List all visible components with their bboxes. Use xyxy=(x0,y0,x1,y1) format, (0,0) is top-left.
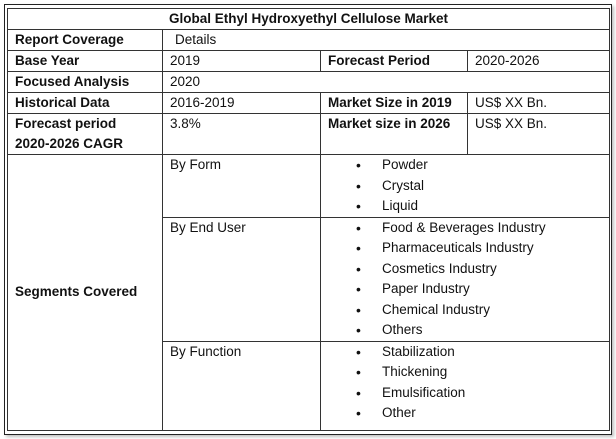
historical-data-label: Historical Data xyxy=(7,92,163,114)
by-end-user-label: By End User xyxy=(162,216,321,342)
list-item: Pharmaceuticals Industry xyxy=(356,238,602,259)
forecast-period-label: Forecast Period xyxy=(320,50,468,72)
forecast-period-value: 2020-2026 xyxy=(466,50,611,72)
list-item: Chemical Industry xyxy=(356,300,602,321)
segments-covered-label: Segments Covered xyxy=(7,154,163,431)
focused-analysis-value: 2020 xyxy=(161,71,611,93)
list-item: Others xyxy=(356,320,602,341)
list-item: Emulsification xyxy=(356,383,602,404)
forecast-cagr-value: 3.8% xyxy=(162,113,321,155)
report-coverage-label: Report Coverage xyxy=(7,29,163,51)
list-item: Powder xyxy=(356,155,602,176)
list-item: Food & Beverages Industry xyxy=(356,218,602,239)
table-row: Focused Analysis 2020 xyxy=(7,71,611,93)
list-item: Liquid xyxy=(356,196,602,217)
report-coverage-value: Details xyxy=(161,29,611,51)
forecast-cagr-label-line1: Forecast period xyxy=(15,116,117,131)
list-item: Cosmetics Industry xyxy=(356,259,602,280)
historical-data-value: 2016-2019 xyxy=(162,92,321,114)
market-size-2019-label: Market Size in 2019 xyxy=(320,92,468,114)
table-frame xyxy=(4,4,612,435)
by-form-label: By Form xyxy=(162,154,321,218)
list-item: Paper Industry xyxy=(356,279,602,300)
market-size-2026-value: US$ XX Bn. xyxy=(466,113,611,155)
by-end-user-list: Food & Beverages Industry Pharmaceutical… xyxy=(328,218,602,341)
list-item: Crystal xyxy=(356,176,602,197)
list-item: Stabilization xyxy=(356,342,602,363)
table-row: Historical Data 2016-2019 Market Size in… xyxy=(7,92,611,114)
base-year-label: Base Year xyxy=(7,50,163,72)
focused-analysis-label: Focused Analysis xyxy=(7,71,163,93)
table-title: Global Ethyl Hydroxyethyl Cellulose Mark… xyxy=(6,8,611,30)
table-row: Report Coverage Details xyxy=(7,29,611,51)
forecast-cagr-label: Forecast period 2020-2026 CAGR xyxy=(7,113,163,155)
by-function-list: Stabilization Thickening Emulsification … xyxy=(328,342,602,424)
list-item: Other xyxy=(356,403,602,424)
table-row: Base Year 2019 Forecast Period 2020-2026 xyxy=(7,50,611,72)
forecast-cagr-label-line2: 2020-2026 CAGR xyxy=(15,136,124,151)
market-report-table: Global Ethyl Hydroxyethyl Cellulose Mark… xyxy=(6,8,611,431)
table-row: Segments Covered By Form Powder Crystal … xyxy=(7,154,611,431)
by-form-list: Powder Crystal Liquid xyxy=(328,155,602,217)
by-end-user-list-cell: Food & Beverages Industry Pharmaceutical… xyxy=(319,216,611,342)
list-item: Thickening xyxy=(356,362,602,383)
table-row: By Function Stabilization Thickening Emu… xyxy=(8,340,611,431)
by-function-label: By Function xyxy=(162,340,321,431)
base-year-value: 2019 xyxy=(162,50,321,72)
market-size-2026-label: Market size in 2026 xyxy=(320,113,468,155)
by-function-list-cell: Stabilization Thickening Emulsification … xyxy=(319,340,611,431)
market-size-2019-value: US$ XX Bn. xyxy=(466,92,611,114)
by-form-list-cell: Powder Crystal Liquid xyxy=(319,154,611,218)
table-row: By End User Food & Beverages Industry Ph… xyxy=(8,216,611,342)
table-row: Forecast period 2020-2026 CAGR 3.8% Mark… xyxy=(7,113,611,155)
